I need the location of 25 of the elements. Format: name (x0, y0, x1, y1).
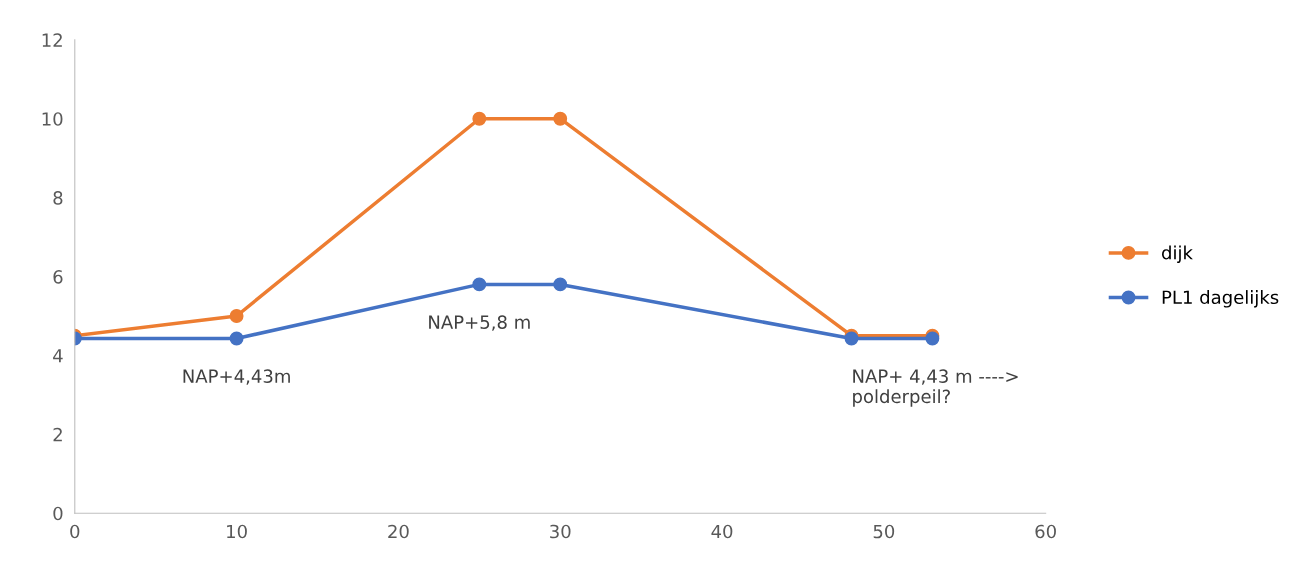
point (229, 309, 244, 323)
y-tick-label: 0 (53, 506, 63, 521)
x-tick-label: 60 (1035, 524, 1056, 539)
y-tick-label: 4 (53, 349, 63, 363)
annotation: NAP+4,43m (183, 369, 290, 385)
x-tick-label: 10 (227, 524, 247, 539)
annotation: NAP+ 4,43 m ----> polderpeil? (853, 369, 1018, 407)
x-tick-label: 40 (711, 524, 733, 539)
y-tick-label: 10 (42, 112, 63, 126)
x-tick-label: 50 (873, 524, 895, 539)
x-tick-label: 30 (550, 524, 571, 539)
annotation: NAP+5,8 m (429, 315, 530, 331)
point (229, 331, 244, 346)
y-tick-label: 8 (53, 191, 63, 205)
point (472, 277, 487, 292)
y-tick-label: 12 (42, 33, 62, 47)
y-tick-label: 2 (53, 427, 62, 442)
point (553, 111, 568, 126)
y-tick-label: 6 (53, 269, 63, 284)
legend-label: PL1 dagelijks (1162, 290, 1279, 308)
x-tick-label: 0 (70, 524, 80, 539)
point (472, 111, 487, 126)
x-tick-label: 20 (388, 524, 409, 539)
legend-label: dijk (1162, 245, 1193, 263)
point (553, 277, 568, 292)
